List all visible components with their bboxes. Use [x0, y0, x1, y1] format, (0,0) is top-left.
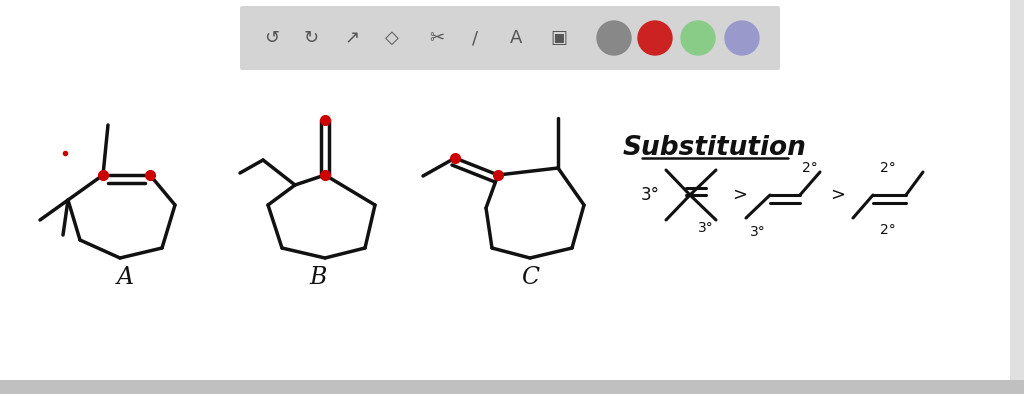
Text: 2°: 2° [880, 161, 896, 175]
Text: B: B [309, 266, 327, 290]
Text: A: A [510, 29, 522, 47]
Text: >: > [732, 186, 748, 204]
Text: 3°: 3° [640, 186, 659, 204]
Circle shape [638, 21, 672, 55]
Text: ↻: ↻ [303, 29, 318, 47]
Text: ↺: ↺ [264, 29, 280, 47]
Text: Substitution: Substitution [623, 135, 807, 161]
Text: 2°: 2° [802, 161, 818, 175]
Bar [1010, 0, 1024, 380]
Text: /: / [472, 29, 478, 47]
Text: 2°: 2° [880, 223, 896, 237]
Bar [0, 380, 1024, 394]
Text: ✂: ✂ [429, 29, 444, 47]
Text: C: C [521, 266, 539, 290]
Text: 3°: 3° [751, 225, 766, 239]
FancyBboxPatch shape [240, 6, 780, 70]
Text: 3°: 3° [698, 221, 714, 235]
Text: >: > [830, 186, 846, 204]
Circle shape [725, 21, 759, 55]
Text: ▣: ▣ [551, 29, 567, 47]
Text: A: A [117, 266, 133, 290]
Text: ◇: ◇ [385, 29, 399, 47]
Circle shape [597, 21, 631, 55]
Text: ↗: ↗ [344, 29, 359, 47]
Circle shape [681, 21, 715, 55]
